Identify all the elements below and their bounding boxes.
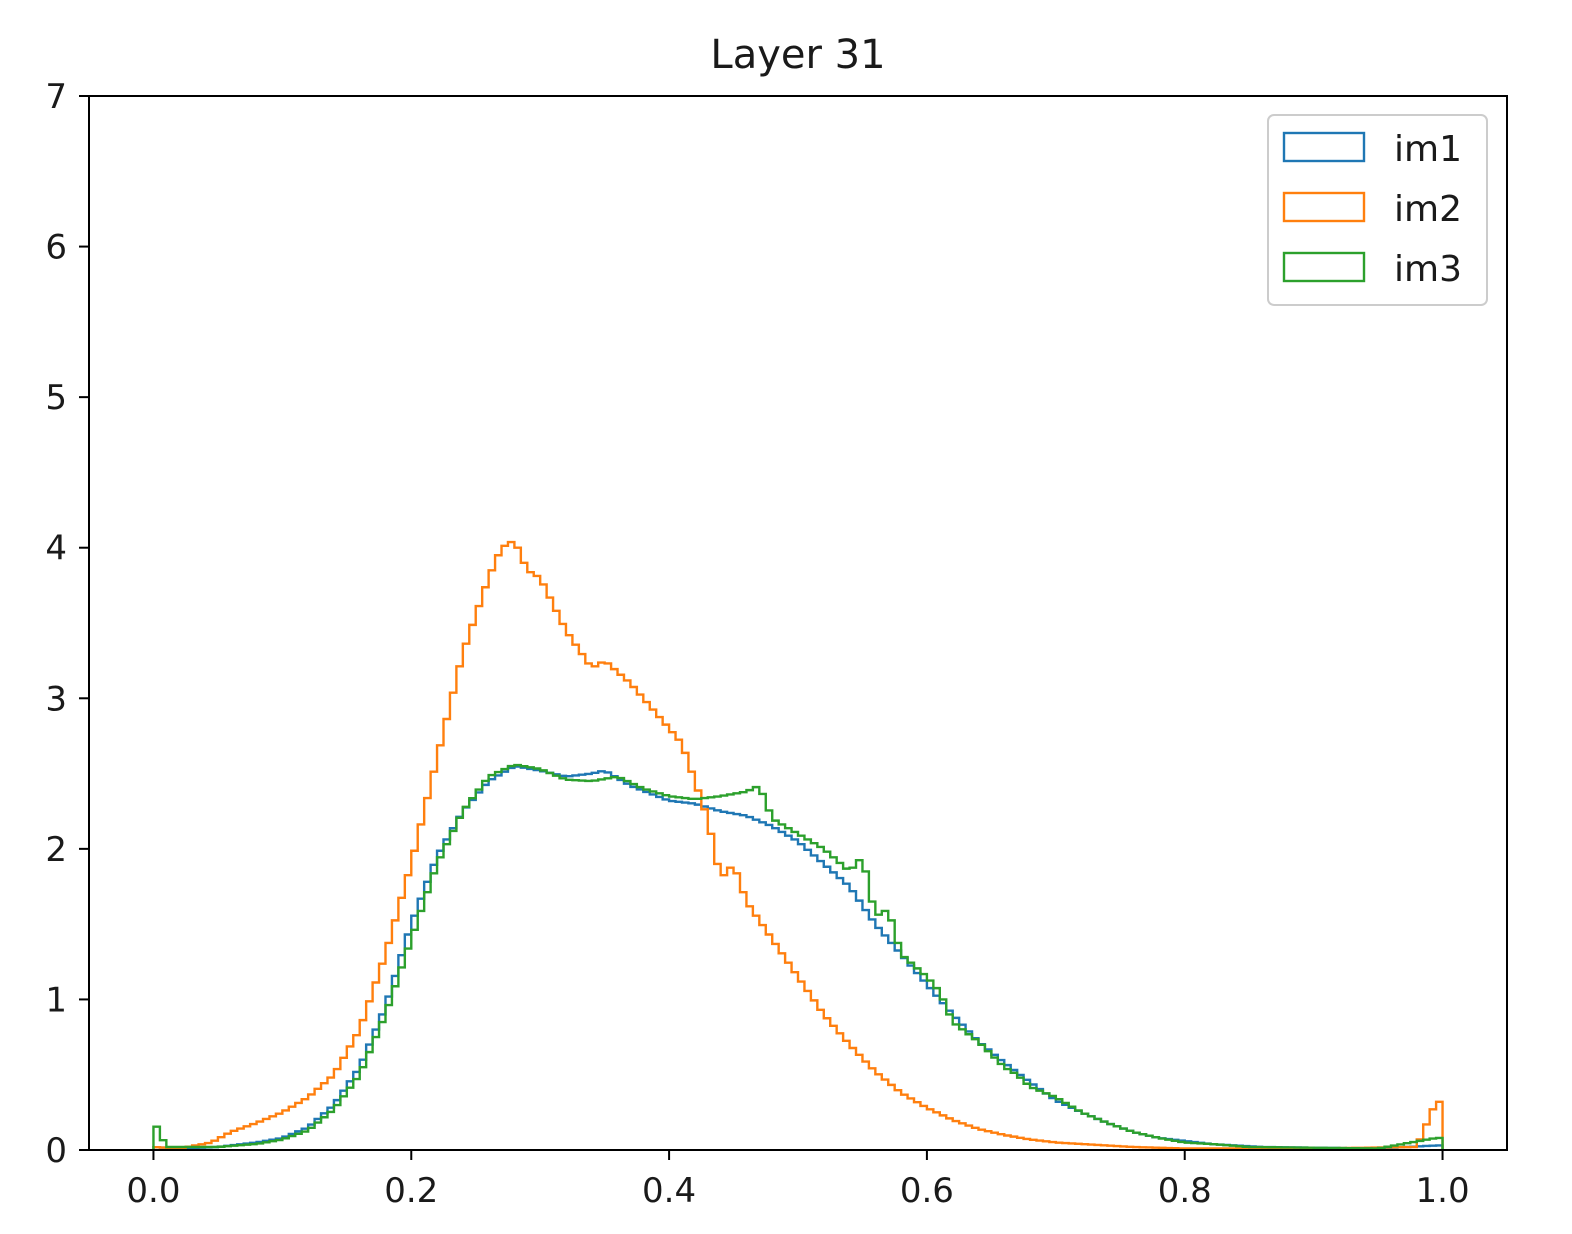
y-tick-label: 0 xyxy=(45,1131,67,1171)
x-tick-label: 1.0 xyxy=(1416,1171,1470,1211)
y-axis: 0 1 2 3 4 5 6 7 xyxy=(45,77,89,1171)
y-tick-label: 4 xyxy=(45,529,67,569)
y-tick-label: 1 xyxy=(45,980,67,1020)
x-tick-label: 0.6 xyxy=(900,1171,954,1211)
legend-box xyxy=(1267,114,1488,306)
legend-label-im3: im3 xyxy=(1394,249,1462,290)
x-tick-label: 0.2 xyxy=(384,1171,438,1211)
y-tick-label: 2 xyxy=(45,830,67,870)
legend-label-im1: im1 xyxy=(1394,129,1462,170)
series-im2 xyxy=(152,540,1444,1150)
series-layer xyxy=(152,540,1444,1150)
legend-label-im2: im2 xyxy=(1394,189,1462,230)
y-tick-label: 7 xyxy=(45,77,67,117)
x-tick-label: 0.8 xyxy=(1158,1171,1212,1211)
legend-swatch-im3 xyxy=(1282,251,1366,283)
x-tick-label: 0.0 xyxy=(126,1171,180,1211)
x-tick-label: 0.4 xyxy=(642,1171,696,1211)
series-im3 xyxy=(152,763,1444,1150)
plot-frame xyxy=(88,95,1508,1151)
y-tick-label: 6 xyxy=(45,228,67,268)
legend-swatch-im1 xyxy=(1282,131,1366,163)
y-tick-label: 5 xyxy=(45,378,67,418)
y-tick-label: 3 xyxy=(45,679,67,719)
x-axis: 0.0 0.2 0.4 0.6 0.8 1.0 xyxy=(126,1150,1470,1211)
legend: im1 im2 im3 xyxy=(1267,114,1488,306)
legend-swatch-im2 xyxy=(1282,191,1366,223)
chart-title: Layer 31 xyxy=(710,32,885,78)
